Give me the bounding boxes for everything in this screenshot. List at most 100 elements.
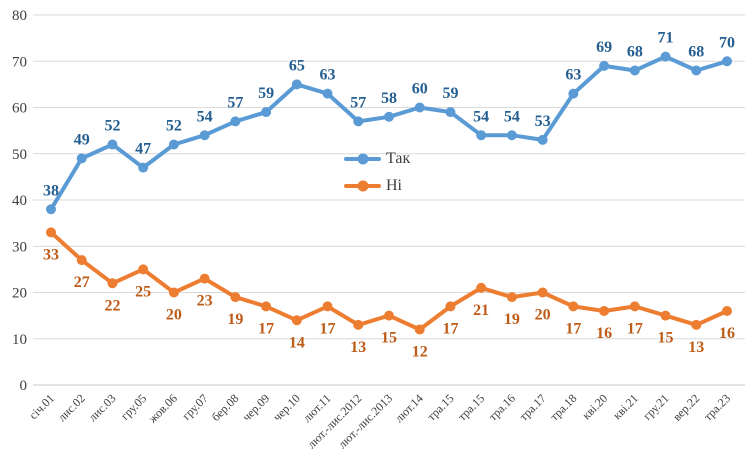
- data-point-marker: [138, 162, 149, 173]
- data-point-marker: [691, 65, 702, 76]
- data-label: 63: [320, 67, 336, 84]
- data-point-marker: [384, 310, 394, 321]
- y-axis-tick-label: 40: [12, 193, 27, 209]
- data-label: 63: [565, 67, 581, 84]
- data-label: 60: [412, 81, 428, 98]
- x-axis-tick-label: тра.16: [486, 391, 518, 423]
- data-point-marker: [138, 264, 149, 275]
- data-point-marker: [76, 255, 87, 266]
- data-point-marker: [384, 111, 394, 122]
- data-label: 17: [442, 320, 458, 337]
- data-label: 69: [596, 39, 612, 56]
- data-label: 68: [627, 44, 643, 61]
- y-axis-tick-label: 10: [12, 332, 27, 348]
- data-point-marker: [568, 88, 579, 99]
- data-point-marker: [660, 51, 671, 62]
- data-label: 21: [473, 302, 489, 319]
- x-axis-tick-label: гру.07: [179, 391, 211, 423]
- x-axis-tick-label: бер.08: [209, 391, 242, 424]
- data-point-marker: [291, 315, 302, 326]
- data-label: 71: [658, 30, 674, 47]
- data-point-marker: [107, 278, 118, 289]
- data-label: 15: [658, 330, 674, 347]
- data-point-marker: [76, 153, 87, 164]
- y-axis-tick-label: 60: [12, 101, 27, 117]
- y-axis-tick-label: 20: [12, 286, 27, 302]
- data-point-marker: [506, 292, 517, 303]
- data-label: 25: [135, 283, 151, 300]
- data-point-marker: [660, 310, 671, 321]
- data-point-marker: [445, 107, 456, 118]
- data-point-marker: [722, 306, 732, 316]
- data-label: 12: [412, 344, 428, 361]
- y-axis-tick-label: 50: [12, 147, 27, 163]
- x-axis-tick-label: тра.23: [701, 391, 733, 423]
- x-axis-tick-label: гру.05: [118, 391, 150, 423]
- data-label: 52: [166, 118, 182, 135]
- data-label: 57: [227, 94, 243, 111]
- data-label: 54: [473, 108, 489, 125]
- data-point-marker: [691, 319, 702, 330]
- legend-label-no: Ні: [386, 177, 402, 194]
- data-point-marker: [261, 301, 272, 312]
- x-axis-tick-label: лис.03: [86, 391, 119, 424]
- data-label: 19: [227, 311, 243, 328]
- data-point-marker: [476, 130, 487, 141]
- legend-line-marker-yes: [344, 153, 381, 165]
- x-axis-tick-label: лют.14: [392, 391, 426, 425]
- x-axis-tick-label: тра.15: [455, 391, 487, 423]
- data-label: 20: [166, 307, 182, 324]
- legend-label-yes: Так: [386, 150, 411, 167]
- x-axis-tick-label: кві.20: [579, 391, 610, 422]
- data-label: 38: [43, 182, 59, 199]
- x-axis-tick-label: січ.01: [26, 391, 57, 422]
- data-label: 16: [719, 325, 735, 342]
- data-point-marker: [537, 287, 548, 298]
- data-point-marker: [199, 273, 210, 284]
- data-point-marker: [168, 287, 179, 298]
- x-axis-tick-label: чер.10: [270, 391, 303, 424]
- data-point-marker: [629, 301, 640, 312]
- legend-item-no: Ні: [344, 176, 410, 196]
- data-label: 27: [74, 274, 90, 291]
- data-point-marker: [537, 134, 548, 145]
- data-label: 16: [596, 325, 612, 342]
- data-point-marker: [568, 301, 579, 312]
- legend-dot-icon: [357, 180, 368, 192]
- data-label: 47: [135, 141, 151, 158]
- y-axis-tick-label: 80: [12, 8, 27, 24]
- data-point-marker: [291, 79, 302, 90]
- data-point-marker: [629, 65, 640, 76]
- data-point-marker: [599, 60, 610, 71]
- data-label: 68: [688, 44, 704, 61]
- data-label: 19: [504, 311, 520, 328]
- data-label: 33: [43, 246, 59, 263]
- data-label: 49: [74, 131, 90, 148]
- data-point-marker: [46, 227, 56, 238]
- x-axis-tick-label: тра.17: [516, 391, 548, 423]
- y-axis-tick-label: 0: [20, 378, 28, 394]
- data-point-marker: [230, 116, 241, 127]
- data-label: 17: [320, 320, 336, 337]
- data-point-marker: [476, 282, 487, 293]
- data-label: 65: [289, 57, 305, 74]
- data-label: 17: [627, 320, 643, 337]
- data-label: 13: [688, 339, 704, 356]
- y-axis-tick-label: 70: [12, 54, 27, 70]
- data-label: 22: [104, 297, 120, 314]
- chart-legend: Так Ні: [344, 149, 410, 196]
- data-point-marker: [506, 130, 517, 141]
- data-label: 57: [350, 94, 366, 111]
- data-point-marker: [599, 306, 610, 316]
- data-label: 15: [381, 330, 397, 347]
- data-label: 59: [442, 85, 458, 102]
- data-label: 54: [504, 108, 520, 125]
- x-axis-tick-label: гру.21: [640, 391, 672, 423]
- data-label: 58: [381, 90, 397, 107]
- data-point-marker: [46, 204, 56, 215]
- data-label: 13: [350, 339, 366, 356]
- data-point-marker: [168, 139, 179, 150]
- legend-item-yes: Так: [344, 149, 410, 169]
